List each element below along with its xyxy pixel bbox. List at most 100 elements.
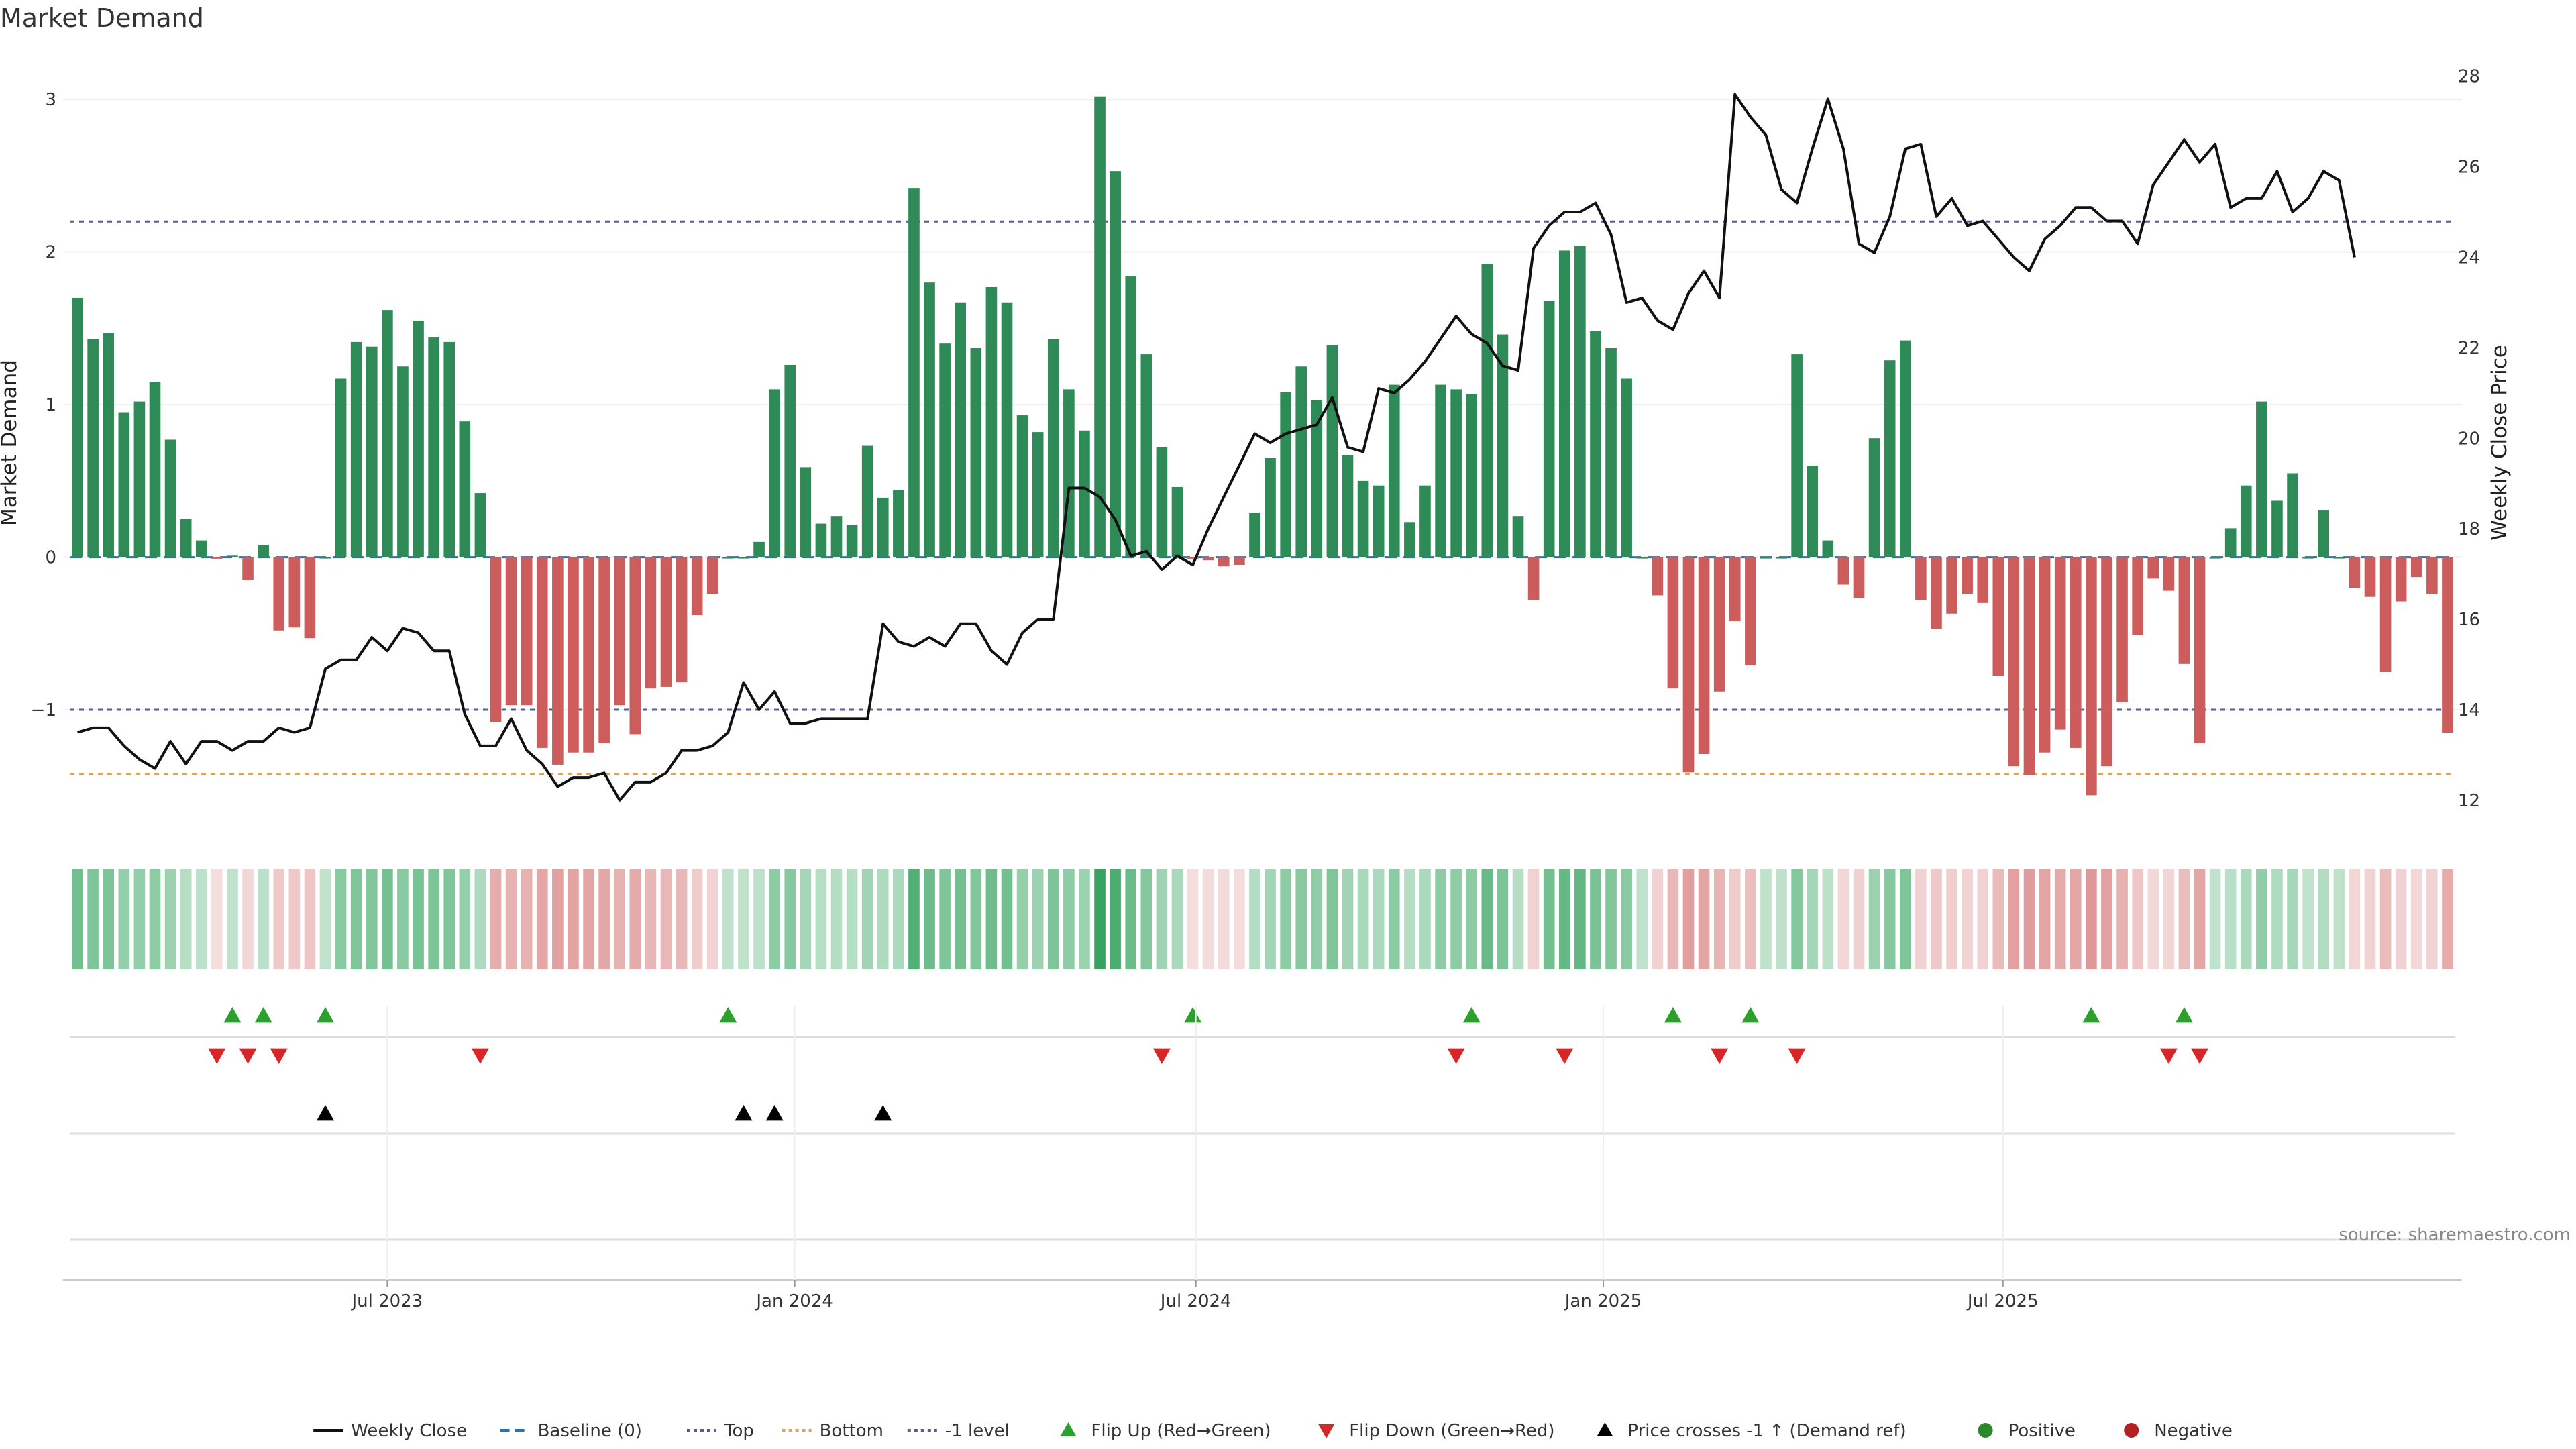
demand-bar	[1915, 557, 1927, 600]
demand-bar	[676, 557, 688, 683]
x-tick-label: Jan 2025	[1564, 1291, 1642, 1311]
heat-cell	[1388, 869, 1400, 969]
demand-bar	[877, 497, 889, 557]
heat-cell	[1342, 869, 1354, 969]
legend-label: Negative	[2154, 1421, 2233, 1441]
demand-bars	[72, 96, 2453, 796]
triangle-down-icon	[1318, 1424, 1335, 1438]
heat-cell	[1605, 869, 1617, 969]
demand-bar	[738, 557, 749, 559]
flip-up-marker	[1741, 1007, 1760, 1023]
demand-bar	[1946, 557, 1957, 614]
heat-cell	[1931, 869, 1942, 969]
demand-bar	[72, 297, 83, 557]
heat-cell	[1682, 869, 1695, 969]
demand-bar	[490, 557, 502, 722]
demand-bar	[2318, 510, 2330, 557]
heat-cell	[2008, 869, 2020, 969]
flip-up-marker	[1664, 1007, 1682, 1023]
demand-bar	[1404, 522, 1415, 557]
heat-cell	[382, 869, 393, 969]
heat-cell	[350, 869, 362, 969]
demand-bar	[397, 366, 409, 557]
x-tick-label: Jul 2024	[1159, 1291, 1232, 1311]
heat-cell	[908, 869, 920, 969]
flip-down-marker	[1556, 1048, 1574, 1064]
demand-bar	[1202, 557, 1214, 561]
price-cross-marker	[765, 1105, 784, 1121]
heat-cell	[1590, 869, 1601, 969]
demand-bar	[1992, 557, 2004, 676]
heat-cell	[2426, 869, 2438, 969]
chart-title: Market Demand	[0, 3, 204, 33]
heat-cell	[753, 869, 765, 969]
heat-cell	[2318, 869, 2330, 969]
demand-bar	[800, 467, 812, 557]
demand-bar	[1713, 557, 1725, 692]
demand-bar	[2302, 557, 2314, 559]
event-markers	[70, 1007, 2455, 1241]
flip-up-marker	[2082, 1007, 2100, 1023]
heat-cell	[2379, 869, 2392, 969]
demand-bar	[1807, 466, 1819, 557]
right-tick-label: 20	[2458, 429, 2480, 449]
heat-cell	[490, 869, 502, 969]
source-note: source: sharemaestro.com	[2339, 1225, 2571, 1245]
heat-cell	[583, 869, 594, 969]
legend-label: Baseline (0)	[538, 1421, 642, 1441]
demand-bar	[1621, 378, 1632, 557]
heat-cell	[1621, 869, 1632, 969]
left-y-axis: −1 0 1 2 3	[31, 90, 56, 720]
weekly-close-line	[76, 93, 2356, 802]
demand-bar	[1931, 557, 1942, 629]
heat-cell	[1047, 869, 1059, 969]
heat-cell	[1962, 869, 1973, 969]
heat-cell	[443, 869, 455, 969]
heat-cell	[1063, 869, 1075, 969]
weekly-close-polyline	[76, 93, 2356, 802]
demand-bar	[87, 339, 99, 557]
heat-cell	[1016, 869, 1028, 969]
demand-bar	[614, 557, 626, 706]
demand-bar	[2023, 557, 2035, 775]
demand-bar	[1497, 334, 1509, 557]
demand-bar	[2039, 557, 2051, 753]
right-axis-label: Weekly Close Price	[2487, 345, 2512, 541]
demand-bar	[939, 343, 951, 557]
heat-cell	[738, 869, 749, 969]
demand-bar	[629, 557, 641, 735]
heat-cell	[815, 869, 827, 969]
demand-bar	[1837, 557, 1849, 585]
heat-cell	[1497, 869, 1509, 969]
demand-bar	[846, 525, 858, 557]
heat-cell	[2395, 869, 2407, 969]
flip-up-marker	[223, 1007, 241, 1023]
heat-cell	[568, 869, 579, 969]
heat-cell	[1884, 869, 1896, 969]
demand-bar	[413, 321, 424, 557]
dot-icon	[2124, 1423, 2139, 1438]
heat-cell	[335, 869, 347, 969]
demand-bar	[1636, 557, 1648, 559]
demand-bar	[1466, 394, 1478, 557]
demand-bar	[133, 401, 146, 557]
left-tick-label: 0	[45, 548, 56, 568]
heat-cell	[2287, 869, 2298, 969]
heat-cell	[180, 869, 192, 969]
demand-bar	[2194, 557, 2206, 744]
heat-cell	[1652, 869, 1664, 969]
demand-bar	[258, 545, 269, 557]
demand-bar	[273, 557, 285, 631]
demand-bar	[382, 310, 393, 557]
heat-cell	[691, 869, 703, 969]
demand-bar	[2054, 557, 2066, 730]
right-tick-label: 26	[2458, 158, 2480, 178]
demand-bar	[2442, 557, 2453, 733]
heat-cell	[2240, 869, 2252, 969]
demand-bar	[955, 302, 967, 557]
demand-bar	[149, 382, 161, 557]
demand-bar	[1698, 557, 1710, 754]
heat-cell	[2178, 869, 2190, 969]
price-cross-marker	[317, 1105, 334, 1121]
heat-cell	[985, 869, 998, 969]
